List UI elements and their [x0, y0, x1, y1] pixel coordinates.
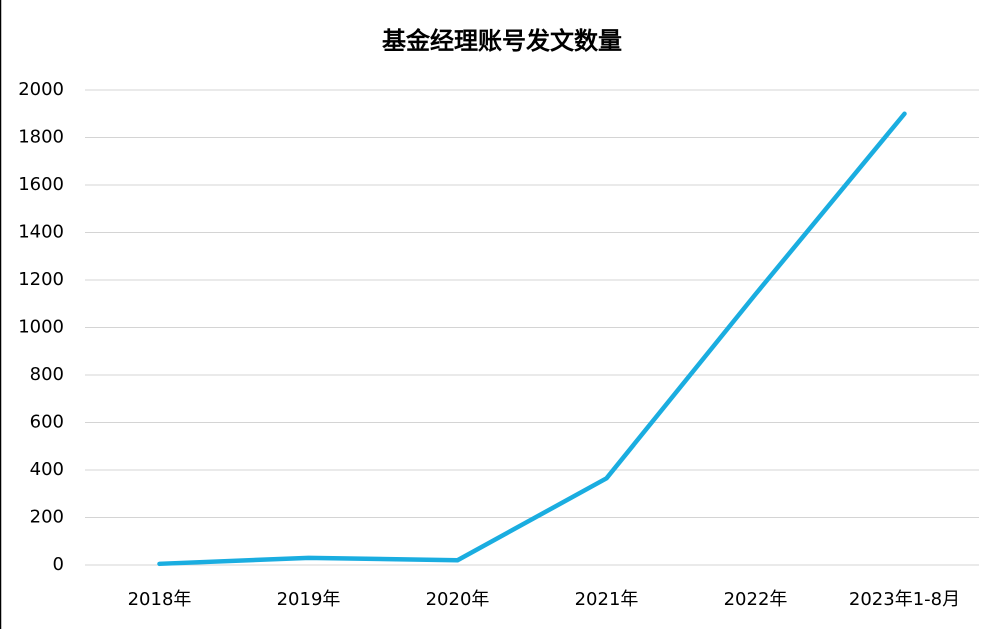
y-tick-label: 200 — [30, 507, 64, 528]
y-tick-label: 1200 — [18, 269, 64, 290]
y-tick-label: 400 — [30, 459, 64, 480]
data-line — [157, 111, 907, 567]
x-tick-label: 2021年 — [575, 589, 639, 610]
chart-title: 基金经理账号发文数量 — [382, 27, 622, 55]
x-tick-label: 2022年 — [724, 589, 788, 610]
y-tick-label: 800 — [30, 364, 64, 385]
y-tick-label: 1600 — [18, 174, 64, 195]
x-tick-label: 2018年 — [128, 589, 192, 610]
y-tick-label: 600 — [30, 412, 64, 433]
x-tick-label: 2023年1-8月 — [849, 589, 960, 610]
y-tick-label: 2000 — [18, 79, 64, 100]
y-tick-label: 1800 — [18, 127, 64, 148]
x-tick-label: 2019年 — [277, 589, 341, 610]
y-tick-label: 0 — [53, 554, 64, 575]
y-tick-label: 1400 — [18, 222, 64, 243]
x-tick-label: 2020年 — [426, 589, 490, 610]
y-tick-label: 1000 — [18, 317, 64, 338]
